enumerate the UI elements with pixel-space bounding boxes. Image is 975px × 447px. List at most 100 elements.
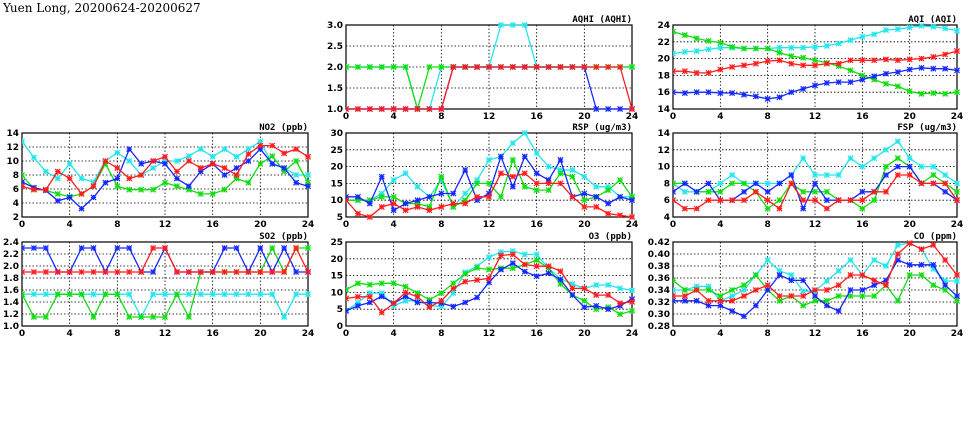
data-point xyxy=(54,197,61,204)
data-point xyxy=(942,180,949,187)
data-point xyxy=(474,193,481,200)
data-point xyxy=(673,197,677,204)
data-point xyxy=(581,297,588,304)
data-point xyxy=(776,49,783,56)
data-point xyxy=(66,194,73,201)
data-point xyxy=(811,197,819,204)
data-point xyxy=(126,244,133,252)
data-point xyxy=(811,82,819,89)
data-point xyxy=(126,175,133,182)
data-point xyxy=(304,244,311,252)
data-point xyxy=(847,271,854,279)
data-point xyxy=(605,306,612,313)
y-tick-label: 1.0 xyxy=(327,105,343,115)
data-point xyxy=(557,156,564,163)
data-point xyxy=(605,200,612,207)
data-point xyxy=(438,203,445,210)
y-tick-label: 5 xyxy=(337,213,343,223)
data-point xyxy=(245,291,252,298)
data-point xyxy=(906,155,913,162)
data-point xyxy=(221,244,228,252)
data-point xyxy=(114,175,121,182)
data-point xyxy=(533,187,540,194)
data-point xyxy=(605,210,612,217)
data-point xyxy=(835,171,842,179)
data-point xyxy=(557,276,564,283)
data-point xyxy=(233,268,240,276)
data-point xyxy=(293,179,300,186)
data-point xyxy=(485,266,493,273)
data-point xyxy=(800,205,807,212)
data-point xyxy=(42,168,49,175)
data-point xyxy=(681,205,688,212)
series-2 xyxy=(673,64,960,102)
y-tick-label: 0 xyxy=(337,322,343,332)
y-tick-label: 10 xyxy=(330,196,343,206)
data-point xyxy=(581,304,588,311)
x-tick-label: 12 xyxy=(483,220,496,230)
data-point xyxy=(209,268,216,276)
data-point xyxy=(114,149,121,156)
data-point xyxy=(569,193,576,200)
series-3 xyxy=(673,171,960,212)
x-tick-label: 24 xyxy=(951,220,964,230)
data-point xyxy=(90,183,97,190)
data-point xyxy=(281,313,288,321)
data-point xyxy=(402,63,409,71)
data-point xyxy=(847,197,854,204)
data-point xyxy=(776,271,783,279)
series-0 xyxy=(22,138,311,186)
plot-frame xyxy=(345,132,633,218)
data-point xyxy=(930,241,937,249)
data-point xyxy=(788,180,795,187)
data-point xyxy=(245,157,252,165)
data-point xyxy=(161,179,169,186)
data-point xyxy=(497,170,504,177)
data-point xyxy=(378,105,385,112)
data-point xyxy=(859,271,866,279)
x-tick-label: 8 xyxy=(114,220,120,230)
data-point xyxy=(54,268,61,276)
data-point xyxy=(871,277,878,284)
data-point xyxy=(54,190,61,197)
data-point xyxy=(705,297,712,304)
data-point xyxy=(569,280,576,288)
data-point xyxy=(764,95,771,102)
y-tick-label: 22 xyxy=(657,38,670,48)
data-point xyxy=(693,297,700,304)
data-point xyxy=(366,213,373,220)
data-point xyxy=(906,240,913,247)
y-tick-label: 4 xyxy=(13,199,19,209)
data-point xyxy=(402,207,409,214)
data-point xyxy=(918,90,925,97)
data-point xyxy=(22,244,26,252)
data-point xyxy=(66,160,73,167)
data-point xyxy=(871,197,878,204)
data-point xyxy=(114,268,121,276)
data-point xyxy=(293,157,300,165)
y-tick-label: 15 xyxy=(330,272,343,282)
data-point xyxy=(871,282,878,289)
series-2 xyxy=(673,256,960,320)
data-point xyxy=(378,280,385,287)
data-point xyxy=(450,303,457,310)
data-point xyxy=(605,105,612,112)
data-point xyxy=(800,62,807,69)
data-point xyxy=(593,292,600,299)
data-point xyxy=(882,27,890,34)
data-point xyxy=(788,44,795,51)
data-point xyxy=(953,271,960,279)
data-point xyxy=(414,293,421,300)
data-point xyxy=(257,160,264,167)
y-tick-label: 2.2 xyxy=(3,250,19,260)
data-point xyxy=(681,90,688,97)
x-tick-label: 20 xyxy=(254,329,267,339)
data-point xyxy=(402,105,409,112)
x-tick-label: 4 xyxy=(391,112,397,122)
data-point xyxy=(871,73,878,80)
data-point xyxy=(66,175,73,182)
x-tick-label: 16 xyxy=(856,220,869,230)
data-point xyxy=(426,299,433,306)
x-tick-label: 0 xyxy=(670,112,676,122)
